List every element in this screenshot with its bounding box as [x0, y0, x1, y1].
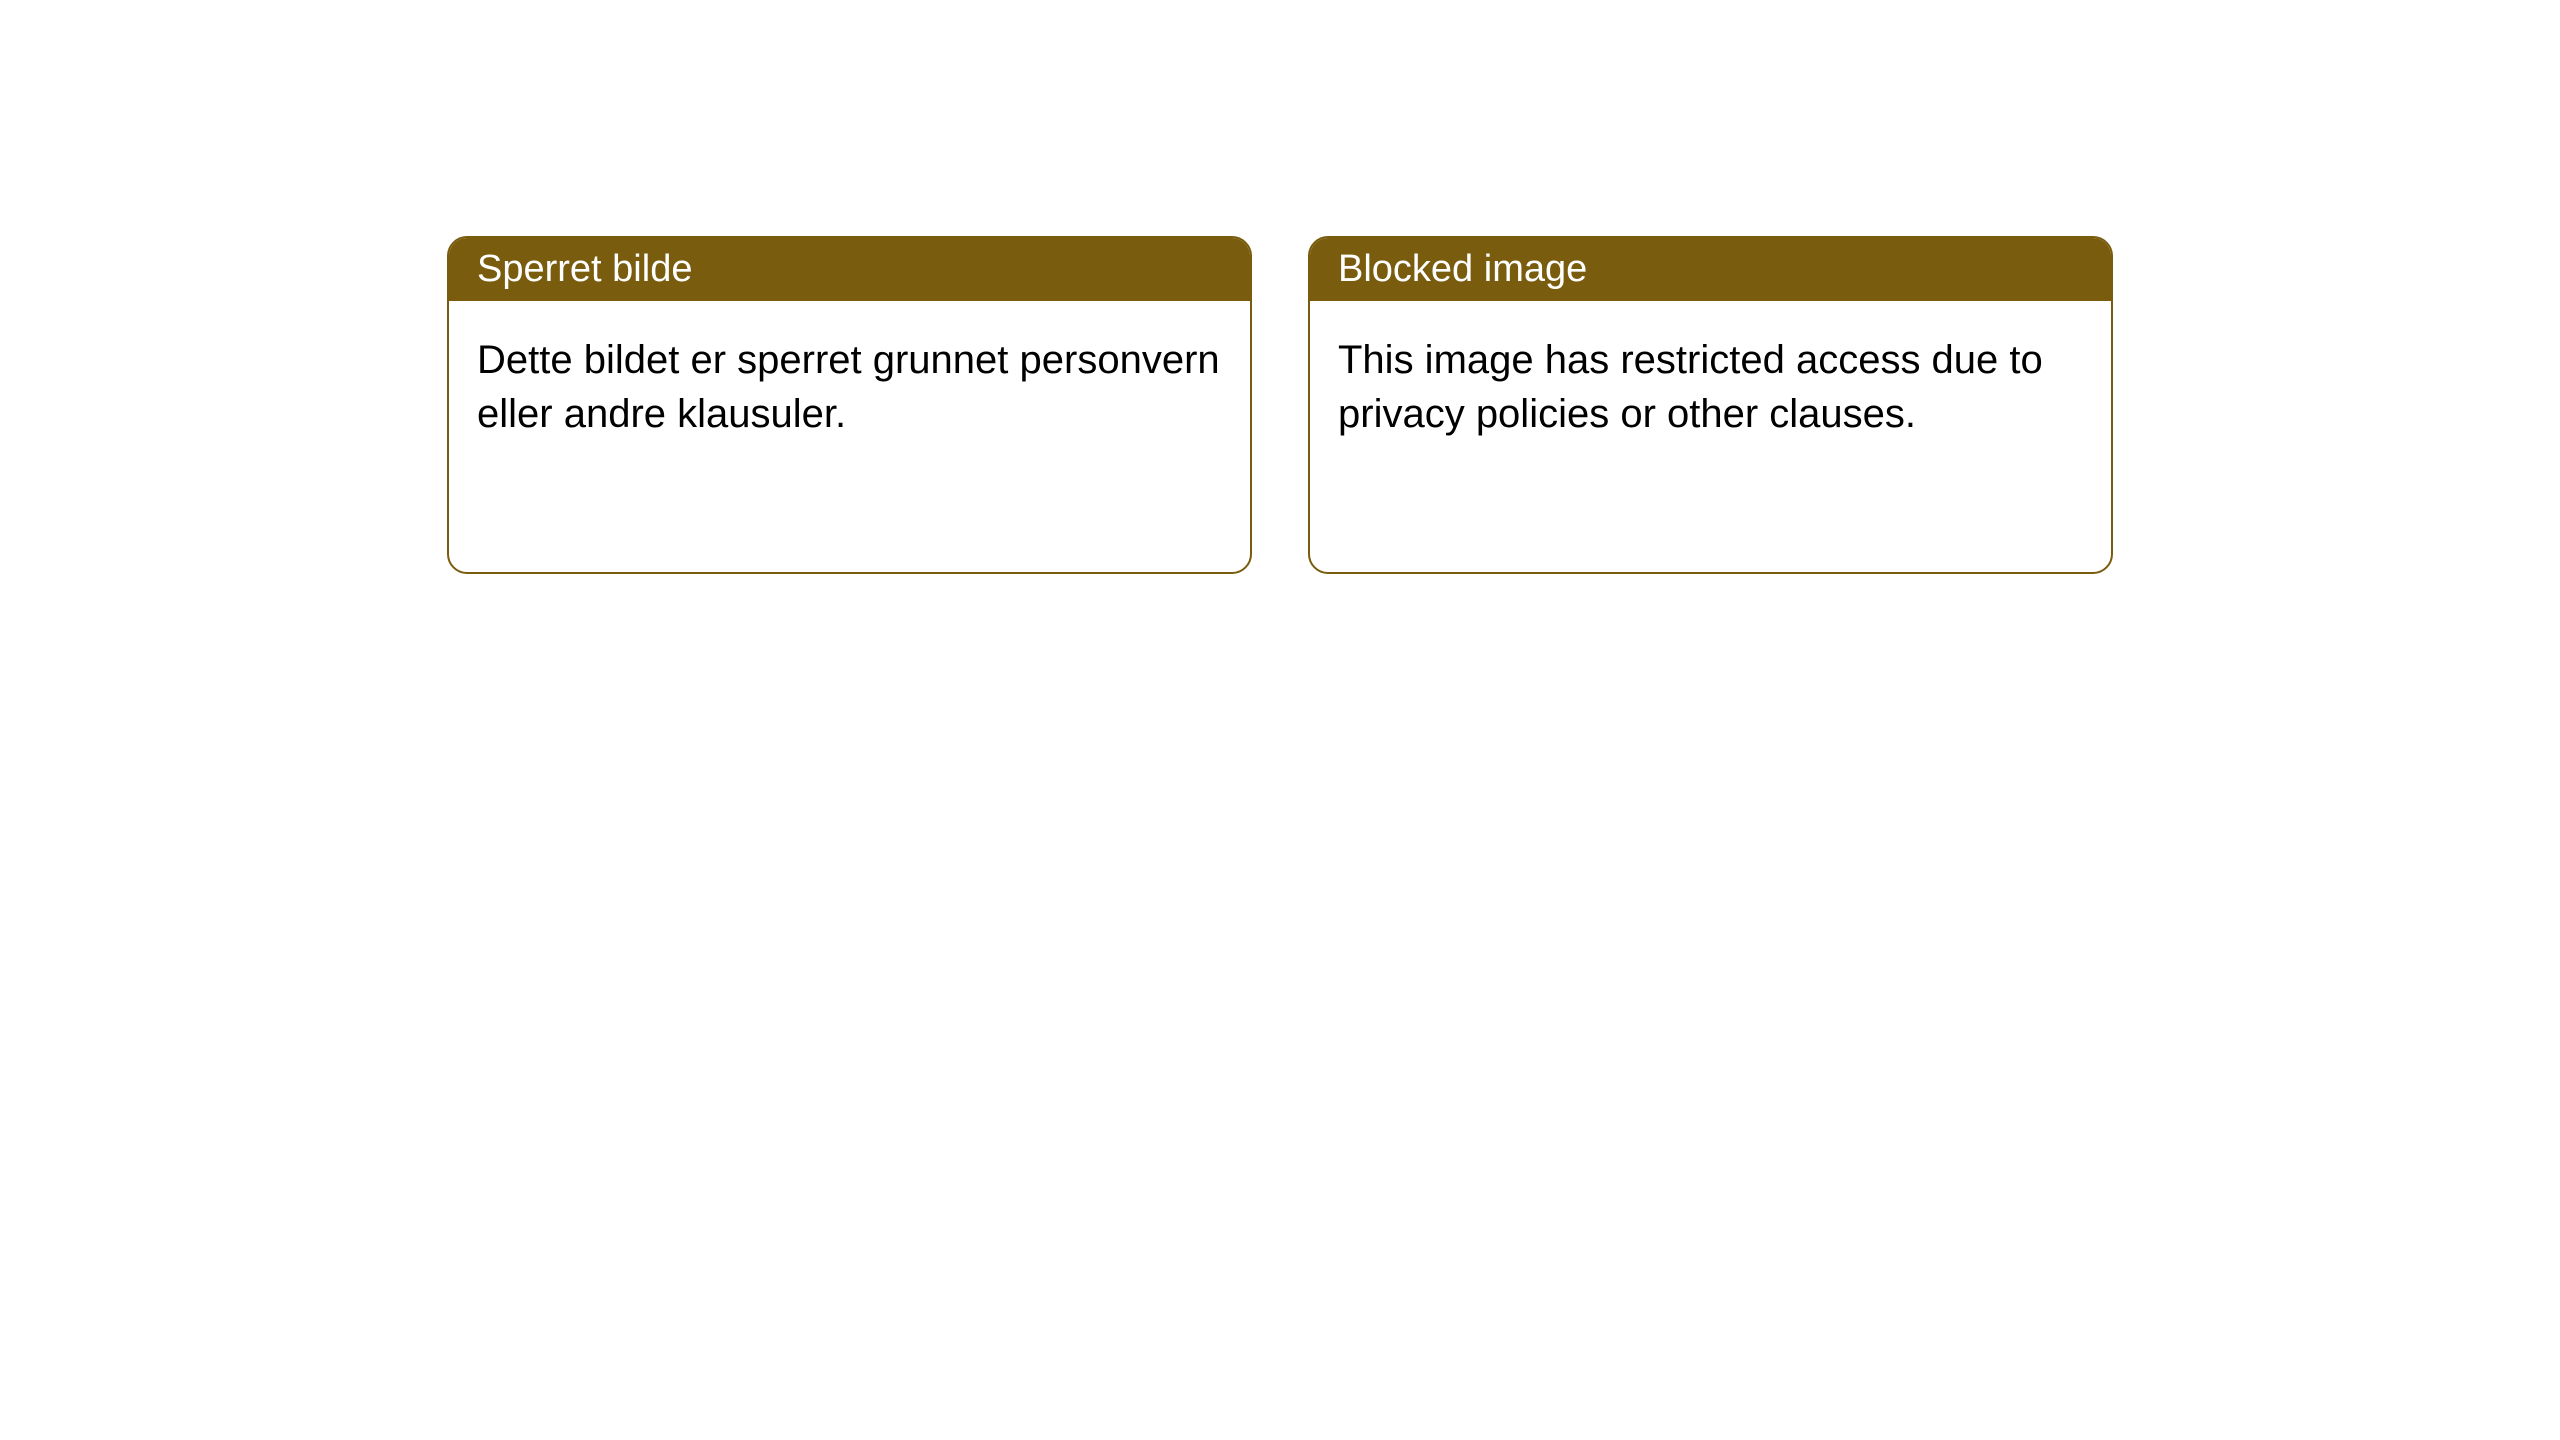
card-body-text: This image has restricted access due to … [1338, 338, 2043, 436]
card-body-text: Dette bildet er sperret grunnet personve… [477, 338, 1220, 436]
notice-cards-container: Sperret bilde Dette bildet er sperret gr… [447, 236, 2113, 574]
card-header: Blocked image [1310, 238, 2111, 301]
card-body: Dette bildet er sperret grunnet personve… [449, 301, 1250, 473]
card-title: Sperret bilde [477, 248, 692, 290]
card-title: Blocked image [1338, 248, 1587, 290]
card-body: This image has restricted access due to … [1310, 301, 2111, 473]
notice-card-norwegian: Sperret bilde Dette bildet er sperret gr… [447, 236, 1252, 574]
notice-card-english: Blocked image This image has restricted … [1308, 236, 2113, 574]
card-header: Sperret bilde [449, 238, 1250, 301]
